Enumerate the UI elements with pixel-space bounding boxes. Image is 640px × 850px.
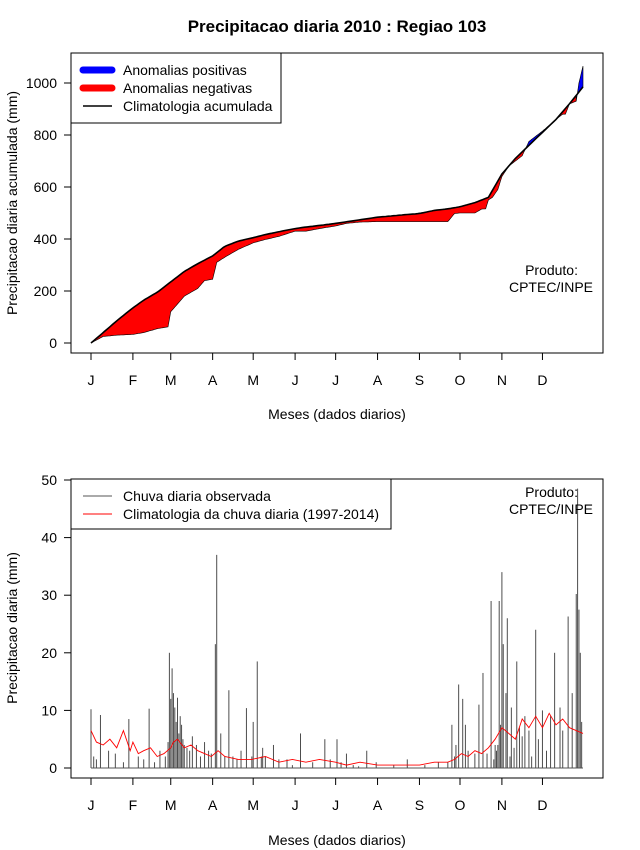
y-tick-label: 800 [34, 127, 58, 143]
legend-label-positive: Anomalias positivas [123, 62, 247, 78]
x-tick-label: A [373, 797, 383, 813]
y-tick-label: 10 [41, 702, 57, 718]
x-tick-label: M [165, 797, 177, 813]
x-tick-label: S [415, 372, 424, 388]
legend-label-observed: Chuva diaria observada [123, 488, 271, 504]
x-tick-label: J [88, 372, 95, 388]
x-tick-label: J [88, 797, 95, 813]
x-tick-label: S [415, 797, 424, 813]
y-axis-top: 0 200 400 600 800 1000 [26, 75, 72, 351]
y-tick-label: 0 [49, 760, 57, 776]
x-tick-label: O [455, 797, 466, 813]
x-tick-label: J [332, 797, 339, 813]
product-note-line2-top: CPTEC/INPE [509, 279, 593, 295]
x-tick-label: J [292, 797, 299, 813]
daily-chart: 0 10 20 30 40 50 J F M A M J J A S O N D Meses (dados di… [4, 472, 604, 848]
x-tick-label: N [497, 372, 507, 388]
y-axis-bottom: 0 10 20 30 40 50 [41, 472, 72, 776]
legend-top: Anomalias positivas Anomalias negativas … [70, 52, 282, 124]
daily-plot-area [90, 488, 584, 769]
x-tick-label: M [247, 372, 259, 388]
product-note-line1-bottom: Produto: [525, 484, 578, 500]
y-tick-label: 0 [49, 335, 57, 351]
x-tick-label: N [497, 797, 507, 813]
legend-bottom: Chuva diaria observada Climatologia da c… [70, 478, 392, 530]
x-tick-label: A [208, 372, 218, 388]
product-note-line1-top: Produto: [525, 262, 578, 278]
cumulative-chart: Precipitacao diaria 2010 : Regiao 103 0 2… [4, 17, 604, 422]
y-tick-label: 30 [41, 587, 57, 603]
y-axis-label-bottom: Precipitacao diaria (mm) [4, 552, 20, 704]
legend-label-climatology: Climatologia acumulada [123, 98, 273, 114]
cumulative-plot-area [90, 66, 584, 344]
y-tick-label: 40 [41, 530, 57, 546]
legend-label-climatology-daily: Climatologia da chuva diaria (1997-2014) [123, 506, 379, 522]
x-axis-label-bottom: Meses (dados diarios) [268, 832, 406, 848]
legend-label-negative: Anomalias negativas [123, 80, 252, 96]
legend-box-bottom [70, 478, 392, 530]
y-tick-label: 200 [34, 283, 58, 299]
x-tick-label: F [129, 797, 138, 813]
y-tick-label: 50 [41, 472, 57, 488]
x-tick-label: J [292, 372, 299, 388]
x-tick-label: D [537, 797, 547, 813]
legend-box-top [70, 52, 282, 124]
x-tick-label: D [537, 372, 547, 388]
chart-title: Precipitacao diaria 2010 : Regiao 103 [188, 17, 487, 36]
positive-anomaly-area [575, 66, 584, 102]
y-tick-label: 1000 [26, 75, 57, 91]
x-tick-label: A [373, 372, 383, 388]
climatology-line [90, 86, 584, 344]
x-tick-label: F [129, 372, 138, 388]
x-tick-label: J [332, 372, 339, 388]
y-axis-label-top: Precipitacao diaria acumulada (mm) [4, 91, 20, 315]
y-tick-label: 600 [34, 179, 58, 195]
x-tick-label: O [455, 372, 466, 388]
y-tick-label: 400 [34, 231, 58, 247]
negative-anomaly-area [90, 166, 508, 344]
climatology-daily-line [90, 712, 584, 766]
x-tick-label: M [247, 797, 259, 813]
x-tick-label: A [208, 797, 218, 813]
y-tick-label: 20 [41, 645, 57, 661]
x-axis-label-top: Meses (dados diarios) [268, 406, 406, 422]
x-tick-label: M [165, 372, 177, 388]
product-note-line2-bottom: CPTEC/INPE [509, 501, 593, 517]
